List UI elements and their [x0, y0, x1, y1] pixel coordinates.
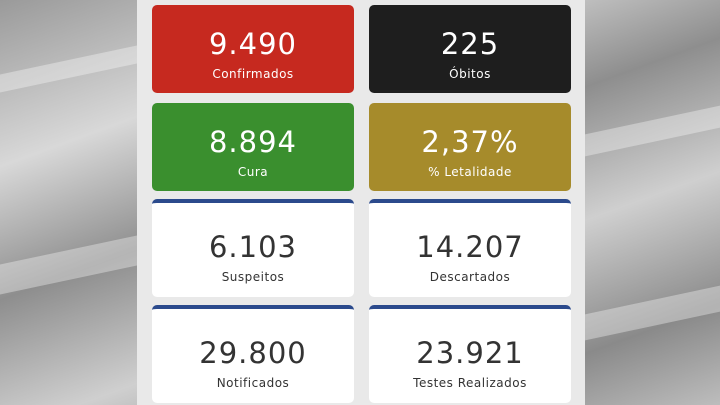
card-label: % Letalidade	[428, 165, 512, 179]
card-value: 225	[440, 27, 500, 61]
background-streak	[0, 235, 137, 295]
card-value: 6.103	[208, 230, 298, 264]
card-value: 9.490	[208, 27, 298, 61]
card: 6.103 Suspeitos	[152, 199, 354, 297]
card-value: 23.921	[416, 336, 524, 370]
background-streak	[585, 285, 720, 341]
card: 14.207 Descartados	[369, 199, 571, 297]
card: 23.921 Testes Realizados	[369, 305, 571, 403]
background-streak	[585, 105, 720, 157]
card-value: 29.800	[199, 336, 307, 370]
card-label: Cura	[237, 165, 269, 179]
card: 2,37% % Letalidade	[369, 103, 571, 191]
card: 9.490 Confirmados	[152, 5, 354, 93]
card-label: Confirmados	[212, 67, 294, 81]
card-label: Testes Realizados	[413, 376, 527, 390]
card-value: 8.894	[208, 125, 298, 159]
card-label: Notificados	[216, 376, 290, 390]
card-label: Descartados	[429, 270, 511, 284]
card: 225 Óbitos	[369, 5, 571, 93]
dashboard-panel: 9.490 Confirmados 225 Óbitos 8.894 Cura …	[137, 0, 585, 405]
card-label: Suspeitos	[221, 270, 285, 284]
background-streak	[0, 45, 137, 93]
card-label: Óbitos	[449, 67, 491, 81]
card-value: 14.207	[416, 230, 524, 264]
card: 8.894 Cura	[152, 103, 354, 191]
card: 29.800 Notificados	[152, 305, 354, 403]
card-value: 2,37%	[421, 125, 519, 159]
